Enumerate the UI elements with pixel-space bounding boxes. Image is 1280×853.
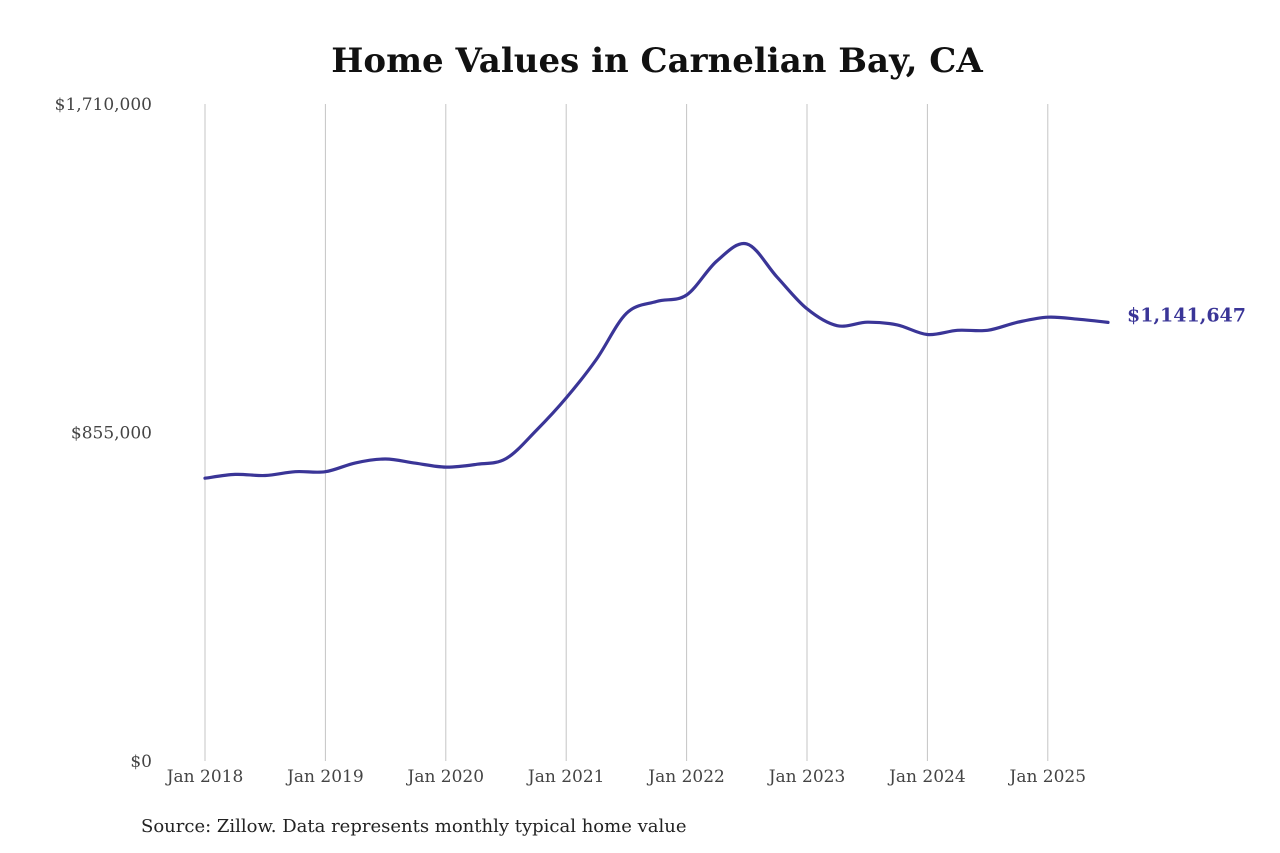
series-group: $1,141,647	[203, 241, 1246, 480]
x-tick-label: Jan 2023	[767, 767, 846, 787]
source-note: Source: Zillow. Data represents monthly …	[141, 816, 687, 837]
y-tick-label: $0	[130, 752, 152, 772]
x-tick-label: Jan 2024	[887, 767, 966, 787]
y-tick-label: $855,000	[71, 424, 152, 444]
x-axis: Jan 2018 Jan 2019 Jan 2020 Jan 2021 Jan 2022…	[165, 767, 1086, 787]
y-axis: $0 $855,000 $1,710,000	[55, 95, 152, 772]
series-line	[203, 241, 1110, 480]
x-tick-label: Jan 2020	[406, 767, 485, 787]
x-tick-label: Jan 2019	[285, 767, 364, 787]
x-tick-label: Jan 2022	[646, 767, 725, 787]
x-tick-label: Jan 2018	[165, 767, 244, 787]
x-tick-label: Jan 2021	[526, 767, 605, 787]
x-tick-label: Jan 2025	[1008, 767, 1087, 787]
end-value-label: $1,141,647	[1127, 304, 1246, 326]
gridlines	[204, 104, 1049, 761]
chart-title: Home Values in Carnelian Bay, CA	[331, 41, 983, 81]
y-tick-label: $1,710,000	[55, 95, 152, 115]
